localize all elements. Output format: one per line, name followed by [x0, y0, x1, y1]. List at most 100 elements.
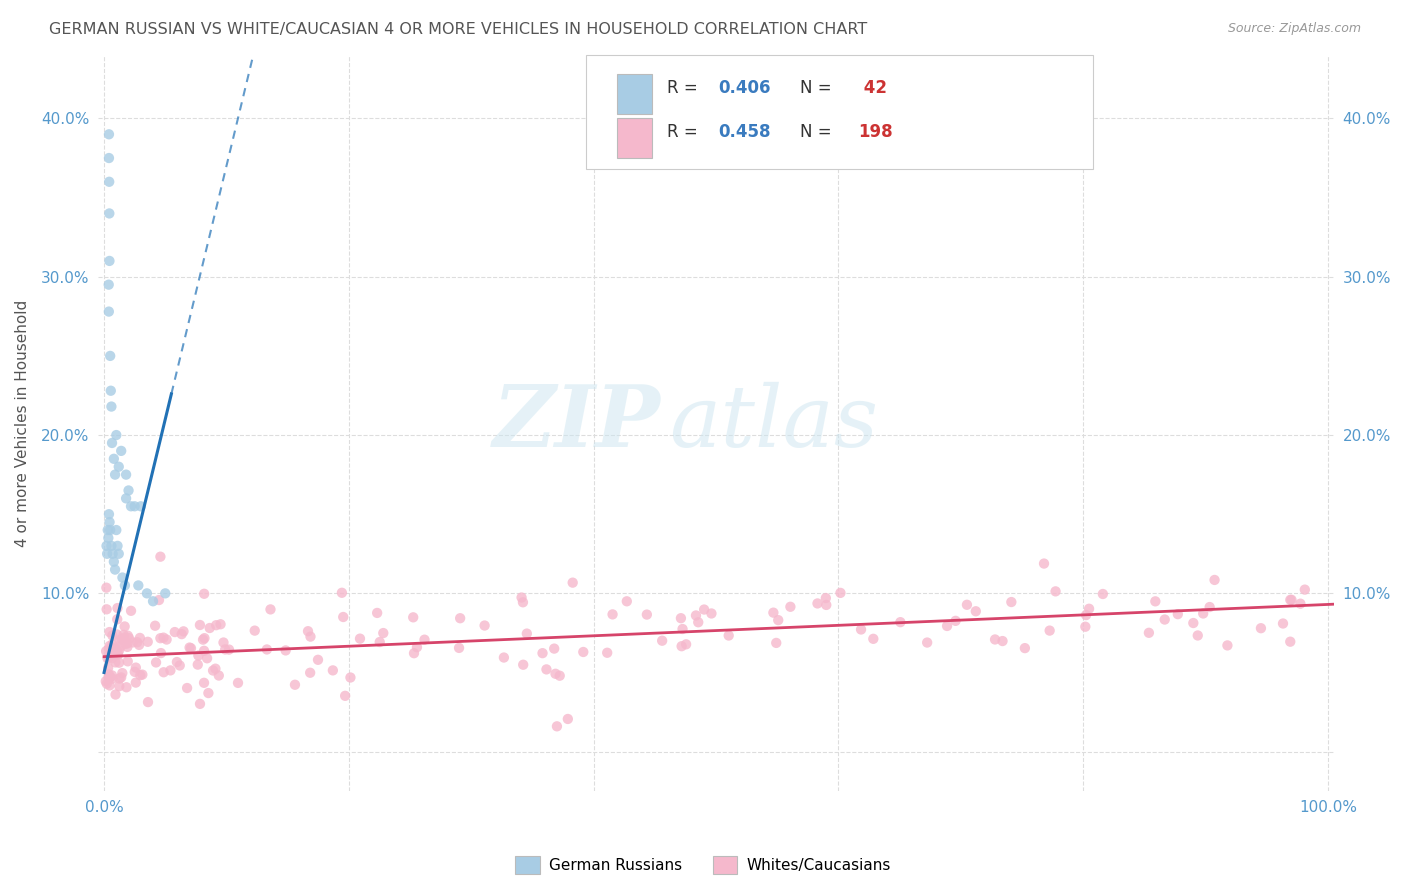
- Point: [991, 634, 1014, 648]
- Point: [98, 515, 121, 529]
- Point: [688, 615, 710, 630]
- Point: [259, 602, 281, 616]
- Point: [103, 451, 125, 466]
- Point: [101, 547, 124, 561]
- Point: [115, 680, 138, 694]
- Point: [111, 632, 134, 647]
- Point: [94, 674, 117, 689]
- Point: [105, 428, 128, 442]
- Point: [1074, 620, 1097, 634]
- Point: [108, 679, 131, 693]
- Point: [98, 349, 121, 363]
- Point: [218, 642, 240, 657]
- FancyBboxPatch shape: [586, 55, 1092, 169]
- Text: R =: R =: [666, 79, 703, 97]
- Point: [548, 669, 571, 683]
- Text: GERMAN RUSSIAN VS WHITE/CAUCASIAN 4 OR MORE VEHICLES IN HOUSEHOLD CORRELATION CH: GERMAN RUSSIAN VS WHITE/CAUCASIAN 4 OR M…: [49, 22, 868, 37]
- Point: [117, 654, 139, 668]
- Point: [124, 500, 146, 514]
- Point: [205, 618, 228, 632]
- Point: [768, 613, 790, 627]
- Point: [373, 626, 395, 640]
- Point: [1182, 615, 1205, 630]
- Point: [1289, 597, 1312, 611]
- Point: [155, 632, 177, 647]
- Point: [97, 507, 120, 521]
- Point: [332, 610, 354, 624]
- Legend: German Russians, Whites/Caucasians: German Russians, Whites/Caucasians: [509, 850, 897, 880]
- Point: [1153, 613, 1175, 627]
- Point: [214, 642, 236, 657]
- Point: [96, 602, 118, 616]
- Point: [546, 719, 568, 733]
- Point: [193, 631, 215, 645]
- Point: [814, 591, 837, 605]
- Point: [97, 151, 120, 165]
- Point: [127, 635, 149, 649]
- Point: [256, 642, 278, 657]
- Point: [208, 668, 231, 682]
- Point: [1000, 595, 1022, 609]
- Point: [596, 646, 619, 660]
- Point: [915, 635, 938, 649]
- Point: [1167, 607, 1189, 622]
- Point: [103, 643, 125, 657]
- Point: [492, 650, 515, 665]
- Point: [118, 631, 141, 645]
- Text: Source: ZipAtlas.com: Source: ZipAtlas.com: [1227, 22, 1361, 36]
- Point: [108, 633, 131, 648]
- Point: [97, 661, 120, 675]
- Point: [98, 649, 121, 664]
- Point: [349, 632, 371, 646]
- FancyBboxPatch shape: [617, 73, 652, 114]
- Point: [669, 611, 692, 625]
- Point: [447, 640, 470, 655]
- Point: [122, 635, 145, 649]
- Point: [198, 621, 221, 635]
- Point: [103, 640, 125, 655]
- Point: [149, 646, 172, 660]
- Point: [307, 653, 329, 667]
- Point: [97, 651, 120, 665]
- Point: [98, 670, 121, 684]
- Point: [561, 575, 583, 590]
- Text: 42: 42: [858, 79, 887, 97]
- Point: [1033, 557, 1056, 571]
- Point: [107, 459, 129, 474]
- Point: [112, 631, 135, 645]
- Point: [125, 675, 148, 690]
- Point: [936, 619, 959, 633]
- Point: [765, 636, 787, 650]
- Point: [98, 254, 121, 268]
- Point: [117, 636, 139, 650]
- Point: [188, 618, 211, 632]
- Point: [693, 602, 716, 616]
- Point: [862, 632, 884, 646]
- Point: [105, 612, 128, 626]
- Point: [536, 662, 558, 676]
- Point: [1074, 608, 1097, 623]
- Point: [96, 539, 118, 553]
- Point: [120, 500, 142, 514]
- Point: [117, 483, 139, 498]
- Point: [97, 523, 120, 537]
- Point: [195, 651, 218, 665]
- Point: [1216, 639, 1239, 653]
- Point: [155, 586, 177, 600]
- Text: 0.406: 0.406: [718, 79, 770, 97]
- Text: ZIP: ZIP: [492, 382, 661, 465]
- Point: [125, 660, 148, 674]
- Point: [101, 637, 124, 651]
- Point: [1198, 600, 1220, 615]
- Point: [97, 277, 120, 292]
- Point: [98, 671, 121, 685]
- Point: [101, 668, 124, 682]
- Point: [107, 539, 129, 553]
- Point: [114, 637, 136, 651]
- Point: [96, 581, 118, 595]
- Point: [98, 175, 121, 189]
- Point: [166, 655, 188, 669]
- Point: [510, 591, 533, 605]
- Point: [299, 630, 322, 644]
- Point: [115, 467, 138, 482]
